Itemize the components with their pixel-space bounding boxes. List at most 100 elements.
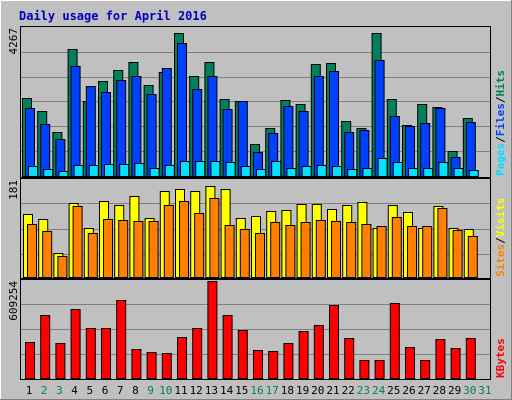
x-label-day-5: 5	[86, 384, 93, 397]
x-label-day-4: 4	[71, 384, 78, 397]
bar-sites-day-29	[452, 230, 463, 278]
x-axis-day-labels: 1 2 3 4 5 6 7 8 9 10 11 12 13 14 15 16 17 18 19 20 21 22 23 24 2…	[26, 384, 492, 397]
bar-kbytes-day-19	[298, 331, 309, 379]
x-label-day-27: 27	[418, 384, 431, 397]
x-label-day-7: 7	[117, 384, 124, 397]
bar-pages-day-25	[392, 162, 403, 177]
bar-sites-day-3	[57, 256, 68, 278]
bar-pages-day-20	[316, 165, 327, 177]
bar-kbytes-day-15	[237, 330, 248, 379]
x-label-day-16: 16	[250, 384, 263, 397]
x-label-day-23: 23	[357, 384, 370, 397]
bar-pages-day-17	[271, 161, 282, 177]
bar-sites-day-23	[361, 224, 372, 278]
bar-files-day-18	[283, 106, 294, 177]
legend-hits: Hits	[494, 70, 507, 97]
y-max-hits: 4267	[7, 28, 20, 55]
bar-pages-day-7	[119, 164, 130, 177]
bar-kbytes-day-5	[85, 328, 96, 379]
bar-kbytes-day-27	[420, 360, 431, 379]
bar-sites-day-10	[163, 205, 174, 278]
bar-sites-day-8	[133, 221, 144, 278]
bar-files-day-6	[101, 92, 111, 177]
legend-pages: Pages	[494, 143, 507, 176]
chart-title: Daily usage for April 2016	[19, 9, 207, 23]
x-label-day-12: 12	[190, 384, 203, 397]
x-label-day-11: 11	[174, 384, 187, 397]
bar-files-day-5	[85, 86, 96, 177]
x-label-day-15: 15	[235, 384, 248, 397]
bar-kbytes-day-26	[405, 347, 415, 379]
legend-files: Files	[494, 103, 507, 136]
x-label-day-20: 20	[311, 384, 324, 397]
bar-sites-day-25	[391, 217, 402, 278]
legend-hits-files-pages: Pages/Files/Hits	[494, 70, 507, 176]
bar-sites-day-14	[224, 225, 235, 278]
legend-separator: /	[494, 96, 507, 103]
bar-pages-day-4	[73, 165, 84, 177]
bar-sites-day-27	[422, 226, 433, 278]
x-label-day-2: 2	[41, 384, 48, 397]
x-label-day-6: 6	[102, 384, 109, 397]
bar-kbytes-day-28	[435, 339, 446, 379]
bar-pages-day-6	[104, 164, 114, 177]
bar-kbytes-day-21	[329, 305, 339, 379]
bar-kbytes-day-10	[161, 353, 172, 379]
bar-sites-day-6	[103, 219, 113, 278]
bar-sites-day-26	[407, 226, 417, 278]
x-label-day-26: 26	[402, 384, 415, 397]
legend-visits-sites: Sites/Visits	[494, 198, 507, 278]
bar-pages-day-23	[362, 168, 373, 177]
bar-pages-day-8	[134, 163, 145, 177]
x-label-day-18: 18	[281, 384, 294, 397]
bar-pages-day-13	[210, 161, 221, 177]
x-label-day-21: 21	[326, 384, 339, 397]
bar-kbytes-day-30	[465, 338, 476, 379]
bar-kbytes-day-25	[389, 303, 400, 379]
bar-kbytes-day-13	[207, 281, 218, 379]
bar-pages-day-11	[180, 161, 190, 177]
bar-marks	[22, 33, 479, 379]
bar-pages-day-30	[468, 170, 479, 177]
bar-files-day-20	[313, 76, 324, 177]
x-label-day-3: 3	[56, 384, 63, 397]
bar-pages-day-15	[240, 166, 251, 177]
bar-kbytes-day-18	[283, 343, 294, 379]
bar-kbytes-day-3	[55, 343, 66, 379]
bar-kbytes-day-1	[25, 342, 35, 379]
bar-kbytes-day-11	[177, 337, 187, 379]
bar-sites-day-22	[346, 222, 357, 278]
bar-kbytes-day-23	[359, 360, 370, 379]
bar-sites-day-24	[376, 226, 387, 278]
bar-kbytes-day-8	[131, 349, 142, 379]
bar-kbytes-day-9	[146, 352, 157, 379]
bar-sites-day-5	[87, 233, 98, 278]
bar-kbytes-day-2	[40, 315, 51, 379]
bar-kbytes-day-7	[116, 300, 127, 379]
bar-pages-day-27	[423, 168, 434, 177]
bar-files-day-30	[465, 122, 476, 177]
x-label-day-24: 24	[372, 384, 386, 397]
x-label-day-9: 9	[147, 384, 154, 397]
bar-kbytes-day-29	[450, 348, 461, 379]
x-label-day-22: 22	[342, 384, 355, 397]
bar-files-day-11	[177, 43, 187, 177]
bar-sites-day-12	[194, 213, 205, 278]
y-max-visits: 181	[7, 180, 20, 200]
legend-separator: /	[494, 136, 507, 143]
x-label-day-30: 30	[463, 384, 476, 397]
x-label-day-10: 10	[159, 384, 172, 397]
legend-sites: Sites	[494, 244, 507, 277]
bar-sites-day-11	[179, 201, 189, 278]
bar-files-day-4	[70, 66, 81, 177]
x-label-day-19: 19	[296, 384, 309, 397]
bar-kbytes-day-24	[374, 360, 385, 379]
bar-pages-day-24	[377, 158, 388, 177]
bar-sites-day-30	[467, 236, 478, 278]
bar-sites-day-17	[270, 222, 281, 278]
x-label-day-17: 17	[266, 384, 279, 397]
legend-visits: Visits	[494, 198, 507, 238]
bar-sites-day-15	[239, 229, 250, 278]
x-label-day-31: 31	[478, 384, 491, 397]
